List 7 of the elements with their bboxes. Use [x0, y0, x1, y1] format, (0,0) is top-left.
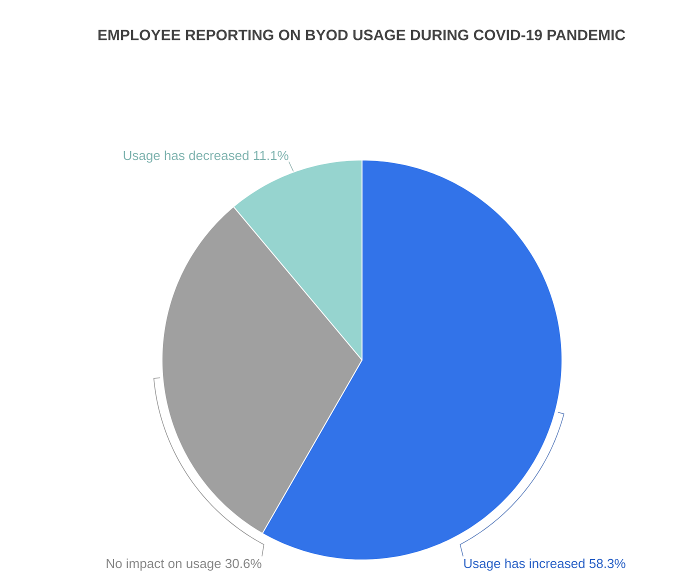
- data-label: 11.1%: [254, 150, 288, 160]
- chart-title: EMPLOYEE REPORTING ON BYOD USAGE DURING COVID-19 PANDEMIC: [98, 30, 626, 40]
- slice-label: Usage has decreased: [124, 150, 248, 163]
- data-label: 58.3%: [589, 558, 626, 568]
- data-label: 30.6%: [225, 558, 262, 568]
- slice-label: No impact on usage: [106, 558, 221, 571]
- slice-label: Usage has increased: [464, 558, 584, 571]
